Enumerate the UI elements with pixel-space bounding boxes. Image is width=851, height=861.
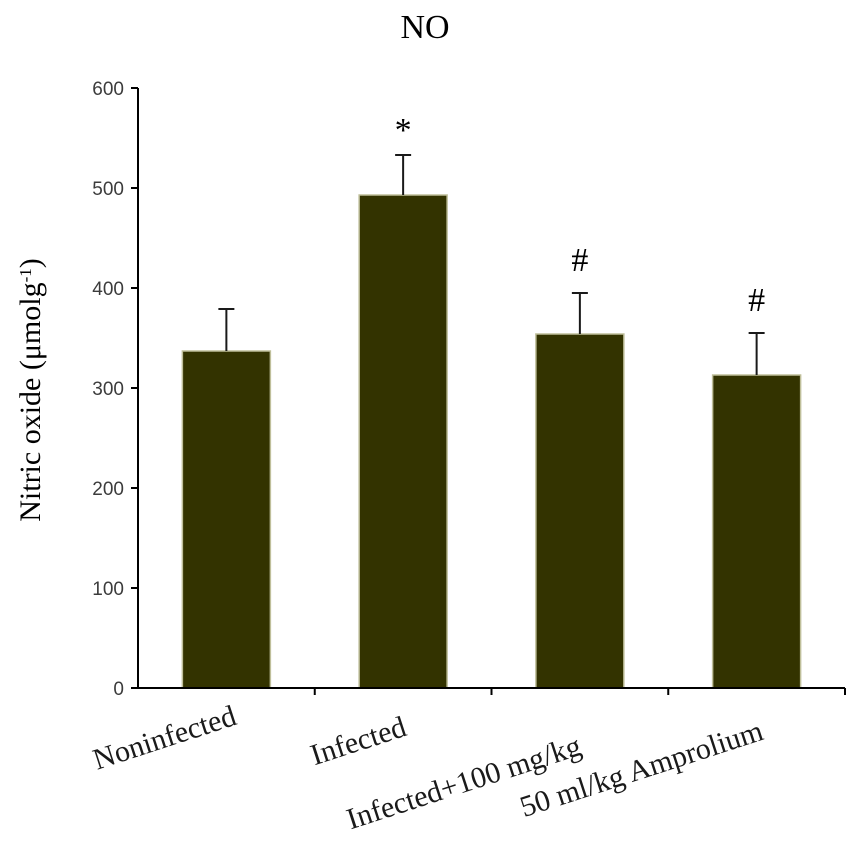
y-tick-label: 300: [92, 379, 124, 400]
significance-marker: #: [571, 242, 588, 279]
axes: [137, 88, 846, 695]
y-tick-label: 0: [113, 679, 124, 700]
bar: [535, 333, 625, 689]
chart-title: NO: [400, 9, 449, 46]
significance-marker: #: [748, 282, 765, 319]
significance-marker: *: [395, 112, 412, 149]
x-tick-label: Noninfected: [89, 699, 240, 776]
bar: [358, 194, 448, 689]
y-tick-label: 200: [92, 479, 124, 500]
y-tick-label: 100: [92, 579, 124, 600]
y-tick-label: 500: [92, 179, 124, 200]
bar: [711, 374, 802, 689]
y-axis-ticks: 0 100 200 300 400 500 600: [92, 79, 138, 700]
bar-series: * # #: [181, 112, 802, 689]
y-tick-label: 600: [92, 79, 124, 100]
y-axis-label: Nitric oxide (μmolg-1): [14, 258, 47, 522]
x-tick-label: Infected: [307, 710, 411, 772]
y-tick-label: 400: [92, 279, 124, 300]
bar: [181, 350, 272, 689]
